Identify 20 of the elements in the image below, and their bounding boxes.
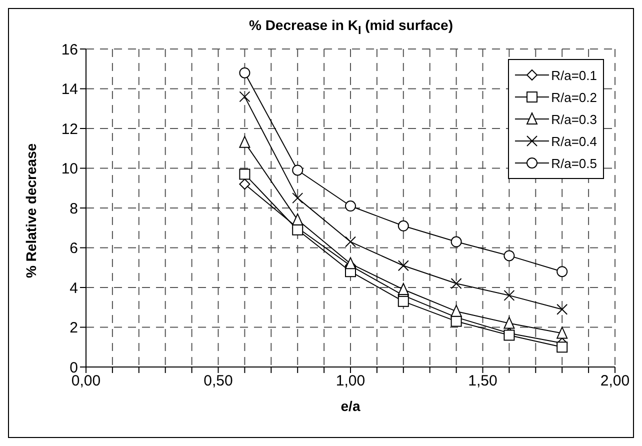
y-tick-label: 10 (61, 160, 78, 178)
legend-label: R/a=0.3 (551, 112, 597, 126)
y-tick-label: 12 (61, 120, 78, 138)
y-tick-label: 16 (61, 41, 78, 58)
y-tick-label: 4 (70, 280, 78, 297)
x-tick-label: 1,50 (468, 372, 498, 390)
x-axis-title: e/a (340, 398, 360, 414)
y-tick-label: 2 (70, 320, 78, 337)
y-tick-label: 8 (70, 200, 78, 218)
legend-label: R/a=0.2 (551, 90, 597, 104)
y-axis-title: % Relative decrease (22, 143, 39, 278)
legend-label: R/a=0.1 (551, 68, 597, 82)
legend-label: R/a=0.5 (551, 156, 597, 170)
x-tick-label: 0,50 (204, 372, 233, 390)
y-tick-label: 14 (61, 81, 78, 98)
y-tick-label: 6 (70, 240, 78, 258)
chart-title: % Decrease in K$_{I}$ (mid surface) (248, 17, 454, 37)
x-tick-label: 2,00 (600, 372, 630, 390)
legend-label: R/a=0.4 (551, 134, 597, 148)
x-tick-label: 1,00 (336, 372, 366, 390)
